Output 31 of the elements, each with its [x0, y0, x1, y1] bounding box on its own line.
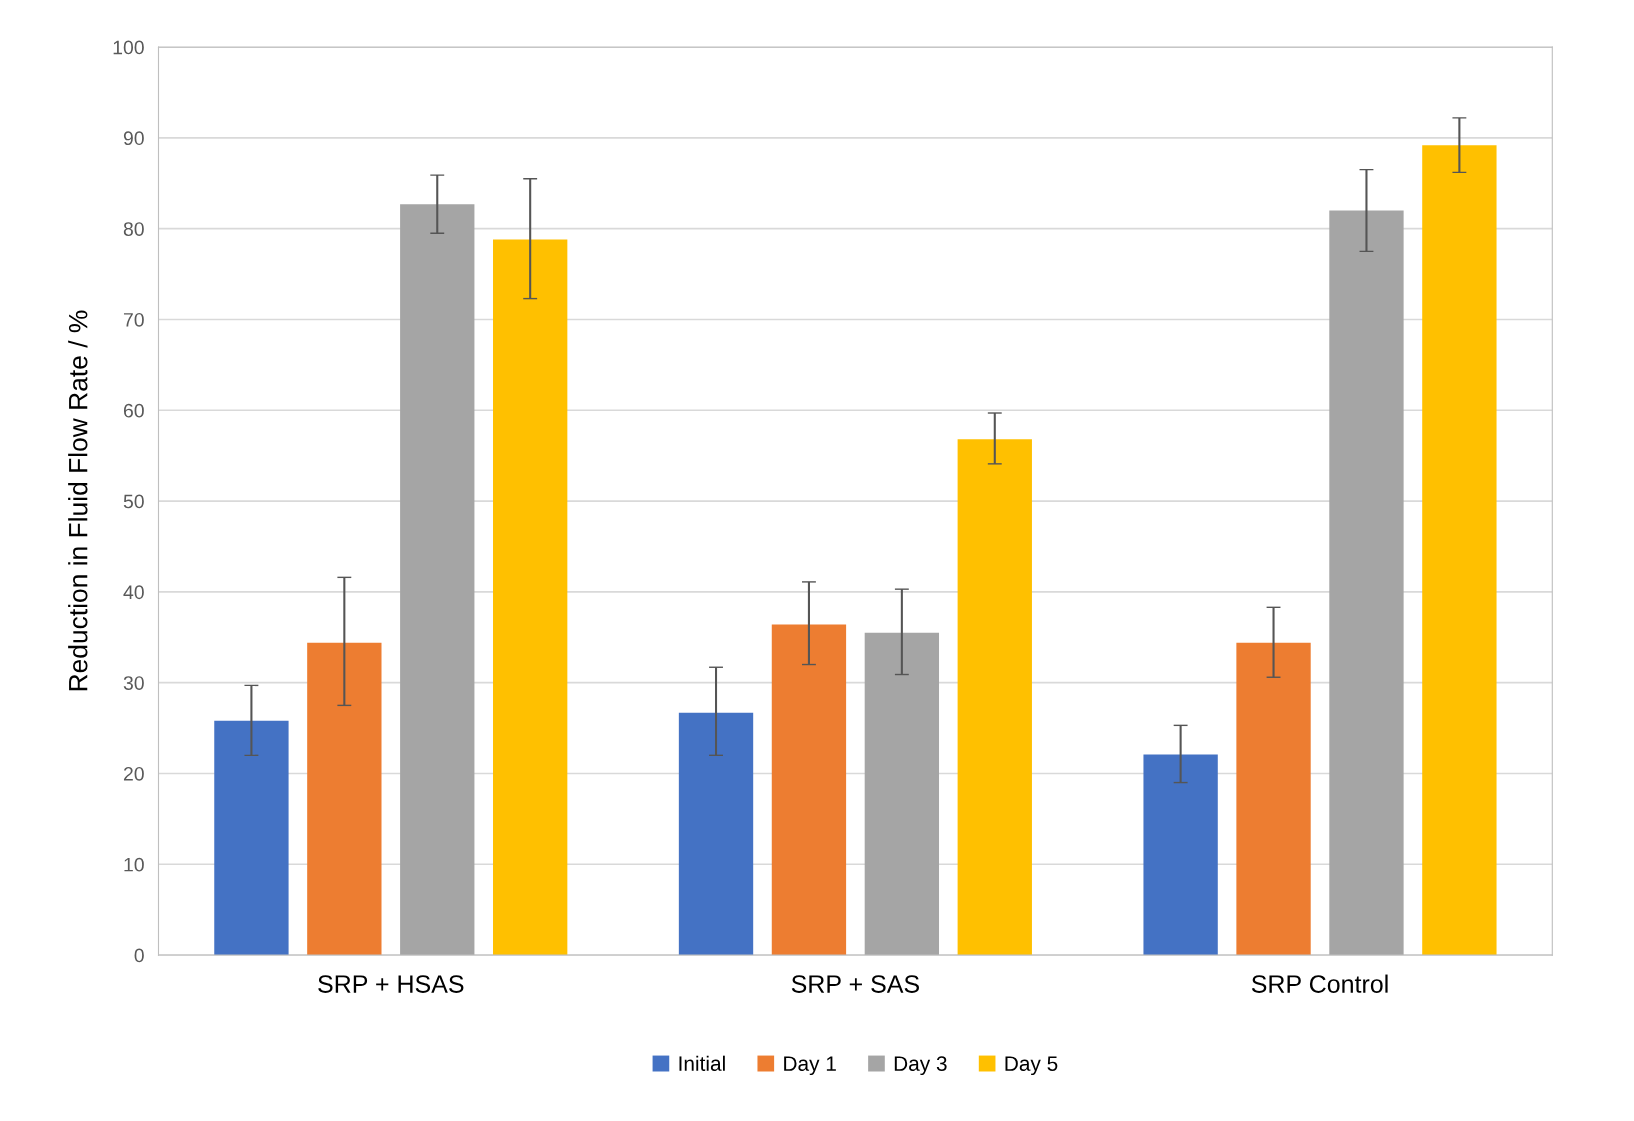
- bar: [771, 624, 847, 956]
- bar: [307, 642, 382, 956]
- y-tick-label: 40: [123, 585, 144, 600]
- bar: [864, 632, 940, 956]
- y-tick-label: 90: [123, 131, 144, 146]
- x-tick-label: SRP + HSAS: [318, 975, 464, 993]
- y-tick-label: 30: [123, 676, 144, 690]
- y-tick-label: 10: [124, 857, 144, 872]
- bar: [493, 239, 568, 956]
- y-tick-label: 100: [113, 40, 144, 55]
- y-tick-label: 50: [123, 494, 144, 509]
- y-tick-label: 70: [123, 312, 144, 327]
- bar: [678, 712, 754, 956]
- bar: [1236, 642, 1311, 956]
- y-tick-label: 80: [123, 222, 144, 236]
- bar: [1329, 210, 1404, 956]
- legend-label: Day 3: [894, 1056, 947, 1076]
- x-tick-label: SRP + SAS: [791, 975, 919, 993]
- bar: [214, 720, 289, 956]
- bar: [957, 439, 1032, 956]
- bar: [400, 204, 475, 956]
- bar: [1422, 145, 1497, 956]
- y-tick-label: 60: [123, 403, 144, 418]
- x-tick-label: SRP Control: [1251, 974, 1388, 993]
- bar: [1143, 754, 1218, 956]
- legend-label: Day 5: [1005, 1056, 1058, 1076]
- y-axis-title: Reduction in Fluid Flow Rate / %: [68, 310, 88, 691]
- y-tick-label: 0: [134, 948, 144, 963]
- legend-label: Day 1: [784, 1056, 836, 1076]
- y-tick-label: 20: [123, 766, 144, 781]
- legend-label: Initial: [679, 1055, 725, 1071]
